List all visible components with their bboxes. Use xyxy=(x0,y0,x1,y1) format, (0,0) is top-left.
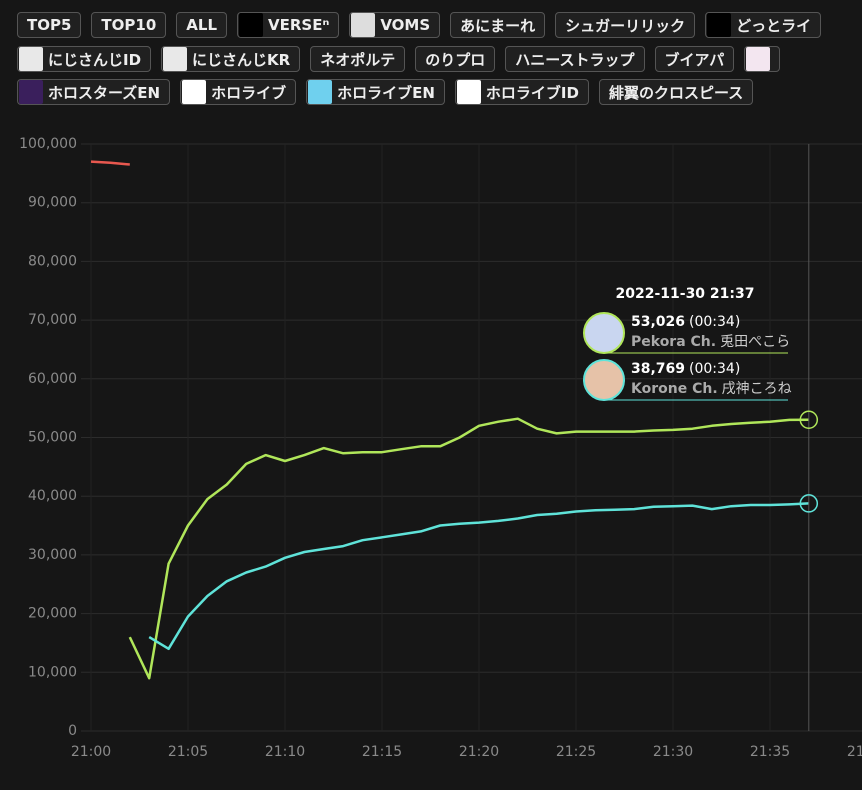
filter-button[interactable] xyxy=(744,46,781,72)
filter-button[interactable]: VOMS xyxy=(349,12,441,38)
filter-button[interactable]: ホロライブEN xyxy=(306,79,445,105)
filter-button[interactable]: にじさんじID xyxy=(17,46,152,72)
tooltip-value: 53,026 (00:34) xyxy=(631,314,740,330)
y-tick-label: 50,000 xyxy=(28,430,77,446)
icon xyxy=(456,80,481,104)
filter-button[interactable]: ホロスターズEN xyxy=(17,79,171,105)
filter-button[interactable]: ハニーストラップ xyxy=(505,46,645,72)
icon xyxy=(163,47,188,71)
x-tick-label: 21:05 xyxy=(168,744,208,760)
filter-button[interactable]: 緋翼のクロスピース xyxy=(598,79,754,105)
filter-button[interactable]: ブイアパ xyxy=(654,46,735,72)
filter-button[interactable]: ALL xyxy=(176,12,228,38)
label: VOMS xyxy=(380,16,431,34)
icon xyxy=(239,13,264,37)
filter-button[interactable]: VERSEⁿ xyxy=(237,12,340,38)
series-line xyxy=(148,502,809,651)
tooltip-title: 2022-11-30 21:37 xyxy=(616,286,755,302)
y-tick-label: 40,000 xyxy=(28,488,77,504)
filter-row: ホロスターズEN ホロライブ ホロライブEN ホロライブID 緋翼のクロスピース xyxy=(17,79,754,105)
channel: Pekora Ch. xyxy=(631,334,716,350)
y-tick-label: 60,000 xyxy=(28,371,77,387)
icon xyxy=(19,47,43,71)
icon xyxy=(351,13,376,37)
filter-button[interactable]: シュガーリリック xyxy=(555,12,696,38)
x-tick-label: 21:40 xyxy=(847,744,862,760)
y-tick-label: 20,000 xyxy=(28,606,77,622)
y-tick-label: 100,000 xyxy=(19,136,77,152)
x-tick-label: 21:30 xyxy=(653,744,693,760)
label: にじさんじID xyxy=(48,50,142,69)
x-tick-label: 21:15 xyxy=(362,744,402,760)
icon xyxy=(707,13,732,37)
x-tick-label: 21:00 xyxy=(71,744,111,760)
filter-row: TOP5 TOP10 ALL VERSEⁿ VOMS あにまーれ シュガーリリッ… xyxy=(17,12,822,38)
tooltip-name: Korone Ch. 戌神ころね xyxy=(631,381,792,397)
filter-button[interactable]: TOP10 xyxy=(91,12,167,38)
label: ホロライブID xyxy=(485,83,579,102)
tooltip-name: Pekora Ch. 兎田ぺこら xyxy=(631,334,790,350)
filter-button[interactable]: にじさんじKR xyxy=(161,46,301,72)
end-marker xyxy=(799,494,819,513)
value: 53,026 xyxy=(631,314,685,330)
duration: (00:34) xyxy=(689,314,740,330)
x-tick-label: 21:25 xyxy=(556,744,596,760)
member: 兎田ぺこら xyxy=(720,334,790,350)
filter-row: にじさんじID にじさんじKR ネオポルテ のりプロ ハニーストラップ ブイアパ xyxy=(17,46,781,72)
label: ホロライブEN xyxy=(337,83,435,102)
icon xyxy=(308,80,333,104)
x-tick-label: 21:20 xyxy=(459,744,499,760)
lines xyxy=(90,144,810,731)
label: どっとライ xyxy=(736,16,812,35)
value: 38,769 xyxy=(631,361,685,377)
filter-button[interactable]: ホロライブ xyxy=(180,79,297,105)
x-tick-label: 21:10 xyxy=(265,744,305,760)
icon xyxy=(19,80,43,104)
y-tick-label: 90,000 xyxy=(28,195,77,211)
icon xyxy=(746,47,771,71)
series-line xyxy=(128,417,809,680)
y-tick-label: 0 xyxy=(68,723,77,739)
label: ホロライブ xyxy=(211,83,287,102)
grid: 0 10,000 20,000 30,000 40,000 50,000 60,000 70,… xyxy=(19,136,862,760)
filter-button[interactable]: ホロライブID xyxy=(454,79,589,105)
label: VERSEⁿ xyxy=(268,16,330,34)
y-tick-label: 70,000 xyxy=(28,312,77,328)
filter-button[interactable]: TOP5 xyxy=(17,12,82,38)
filter-button[interactable]: あにまーれ xyxy=(450,12,546,38)
filter-button[interactable]: ネオポルテ xyxy=(310,46,406,72)
end-marker xyxy=(799,410,819,429)
member: 戌神ころね xyxy=(722,381,792,397)
x-tick-label: 21:35 xyxy=(750,744,790,760)
y-tick-label: 10,000 xyxy=(28,664,77,680)
icon xyxy=(182,80,207,104)
filter-button[interactable]: のりプロ xyxy=(415,46,496,72)
label: にじさんじKR xyxy=(192,50,291,69)
avatar xyxy=(583,359,625,401)
avatar xyxy=(583,312,625,354)
channel: Korone Ch. xyxy=(631,381,718,397)
duration: (00:34) xyxy=(689,361,740,377)
series-line xyxy=(90,160,130,166)
label: ホロスターズEN xyxy=(48,83,161,102)
tooltip-value: 38,769 (00:34) xyxy=(631,361,740,377)
filter-button[interactable]: どっとライ xyxy=(705,12,822,38)
y-tick-label: 30,000 xyxy=(28,547,77,563)
y-tick-label: 80,000 xyxy=(28,253,77,269)
